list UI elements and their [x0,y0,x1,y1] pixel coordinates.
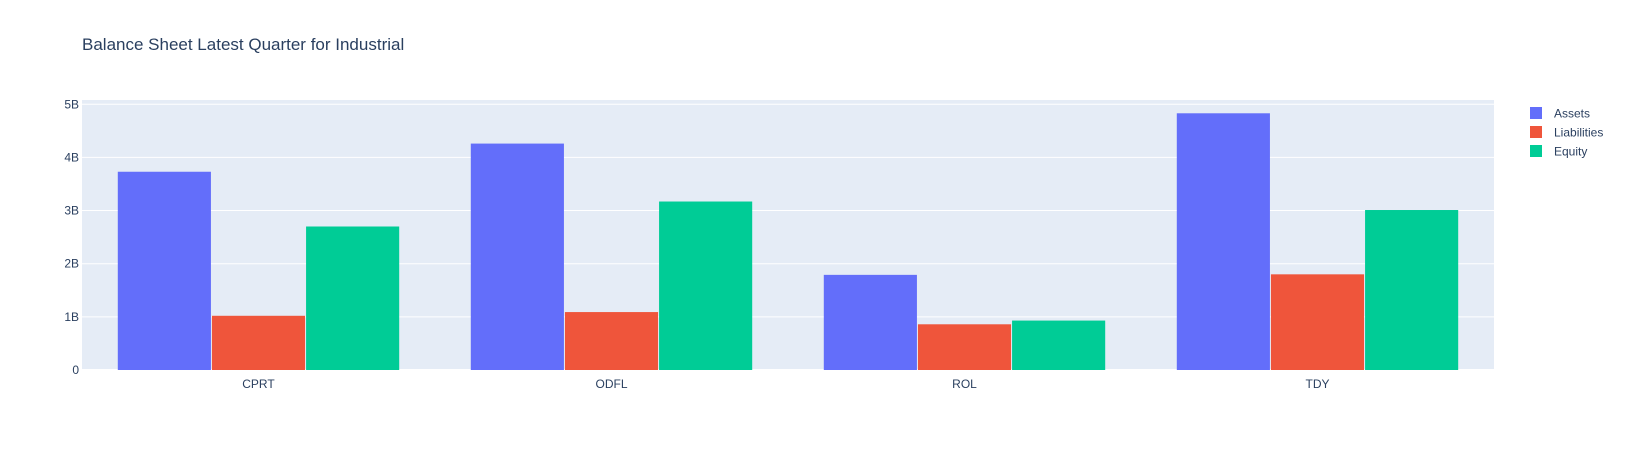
bar-liabilities-cprt[interactable] [212,316,305,370]
y-tick-label: 2B [64,257,79,271]
y-tick-label: 4B [64,150,79,164]
bar-assets-tdy[interactable] [1177,113,1270,370]
legend-item-liabilities[interactable]: Liabilities [1530,126,1603,140]
legend-item-equity[interactable]: Equity [1530,145,1587,159]
x-tick-label: CPRT [242,377,275,391]
legend-label: Assets [1554,107,1590,121]
legend-swatch [1530,126,1542,138]
legend-label: Equity [1554,145,1587,159]
bar-equity-odfl[interactable] [659,202,752,370]
legend-label: Liabilities [1554,126,1603,140]
x-axis: CPRT ODFL ROL TDY [242,377,1329,391]
legend-item-assets[interactable]: Assets [1530,107,1590,121]
bar-liabilities-rol[interactable] [918,324,1011,370]
bar-assets-cprt[interactable] [118,172,211,370]
x-tick-label: TDY [1306,377,1330,391]
chart-title: Balance Sheet Latest Quarter for Industr… [82,35,404,54]
bar-assets-odfl[interactable] [471,144,564,370]
y-tick-label: 5B [64,97,79,111]
bar-equity-cprt[interactable] [306,226,399,370]
bar-liabilities-tdy[interactable] [1271,274,1364,370]
bar-equity-rol[interactable] [1012,321,1105,370]
y-axis: 0 1B 2B 3B 4B 5B [64,97,79,377]
y-tick-label: 0 [72,363,79,377]
y-tick-label: 3B [64,204,79,218]
legend: Assets Liabilities Equity [1530,107,1603,159]
bar-assets-rol[interactable] [824,275,917,370]
bar-liabilities-odfl[interactable] [565,312,658,370]
legend-swatch [1530,107,1542,119]
y-tick-label: 1B [64,310,79,324]
legend-swatch [1530,145,1542,157]
bar-equity-tdy[interactable] [1365,210,1458,370]
x-tick-label: ODFL [595,377,627,391]
x-tick-label: ROL [952,377,977,391]
